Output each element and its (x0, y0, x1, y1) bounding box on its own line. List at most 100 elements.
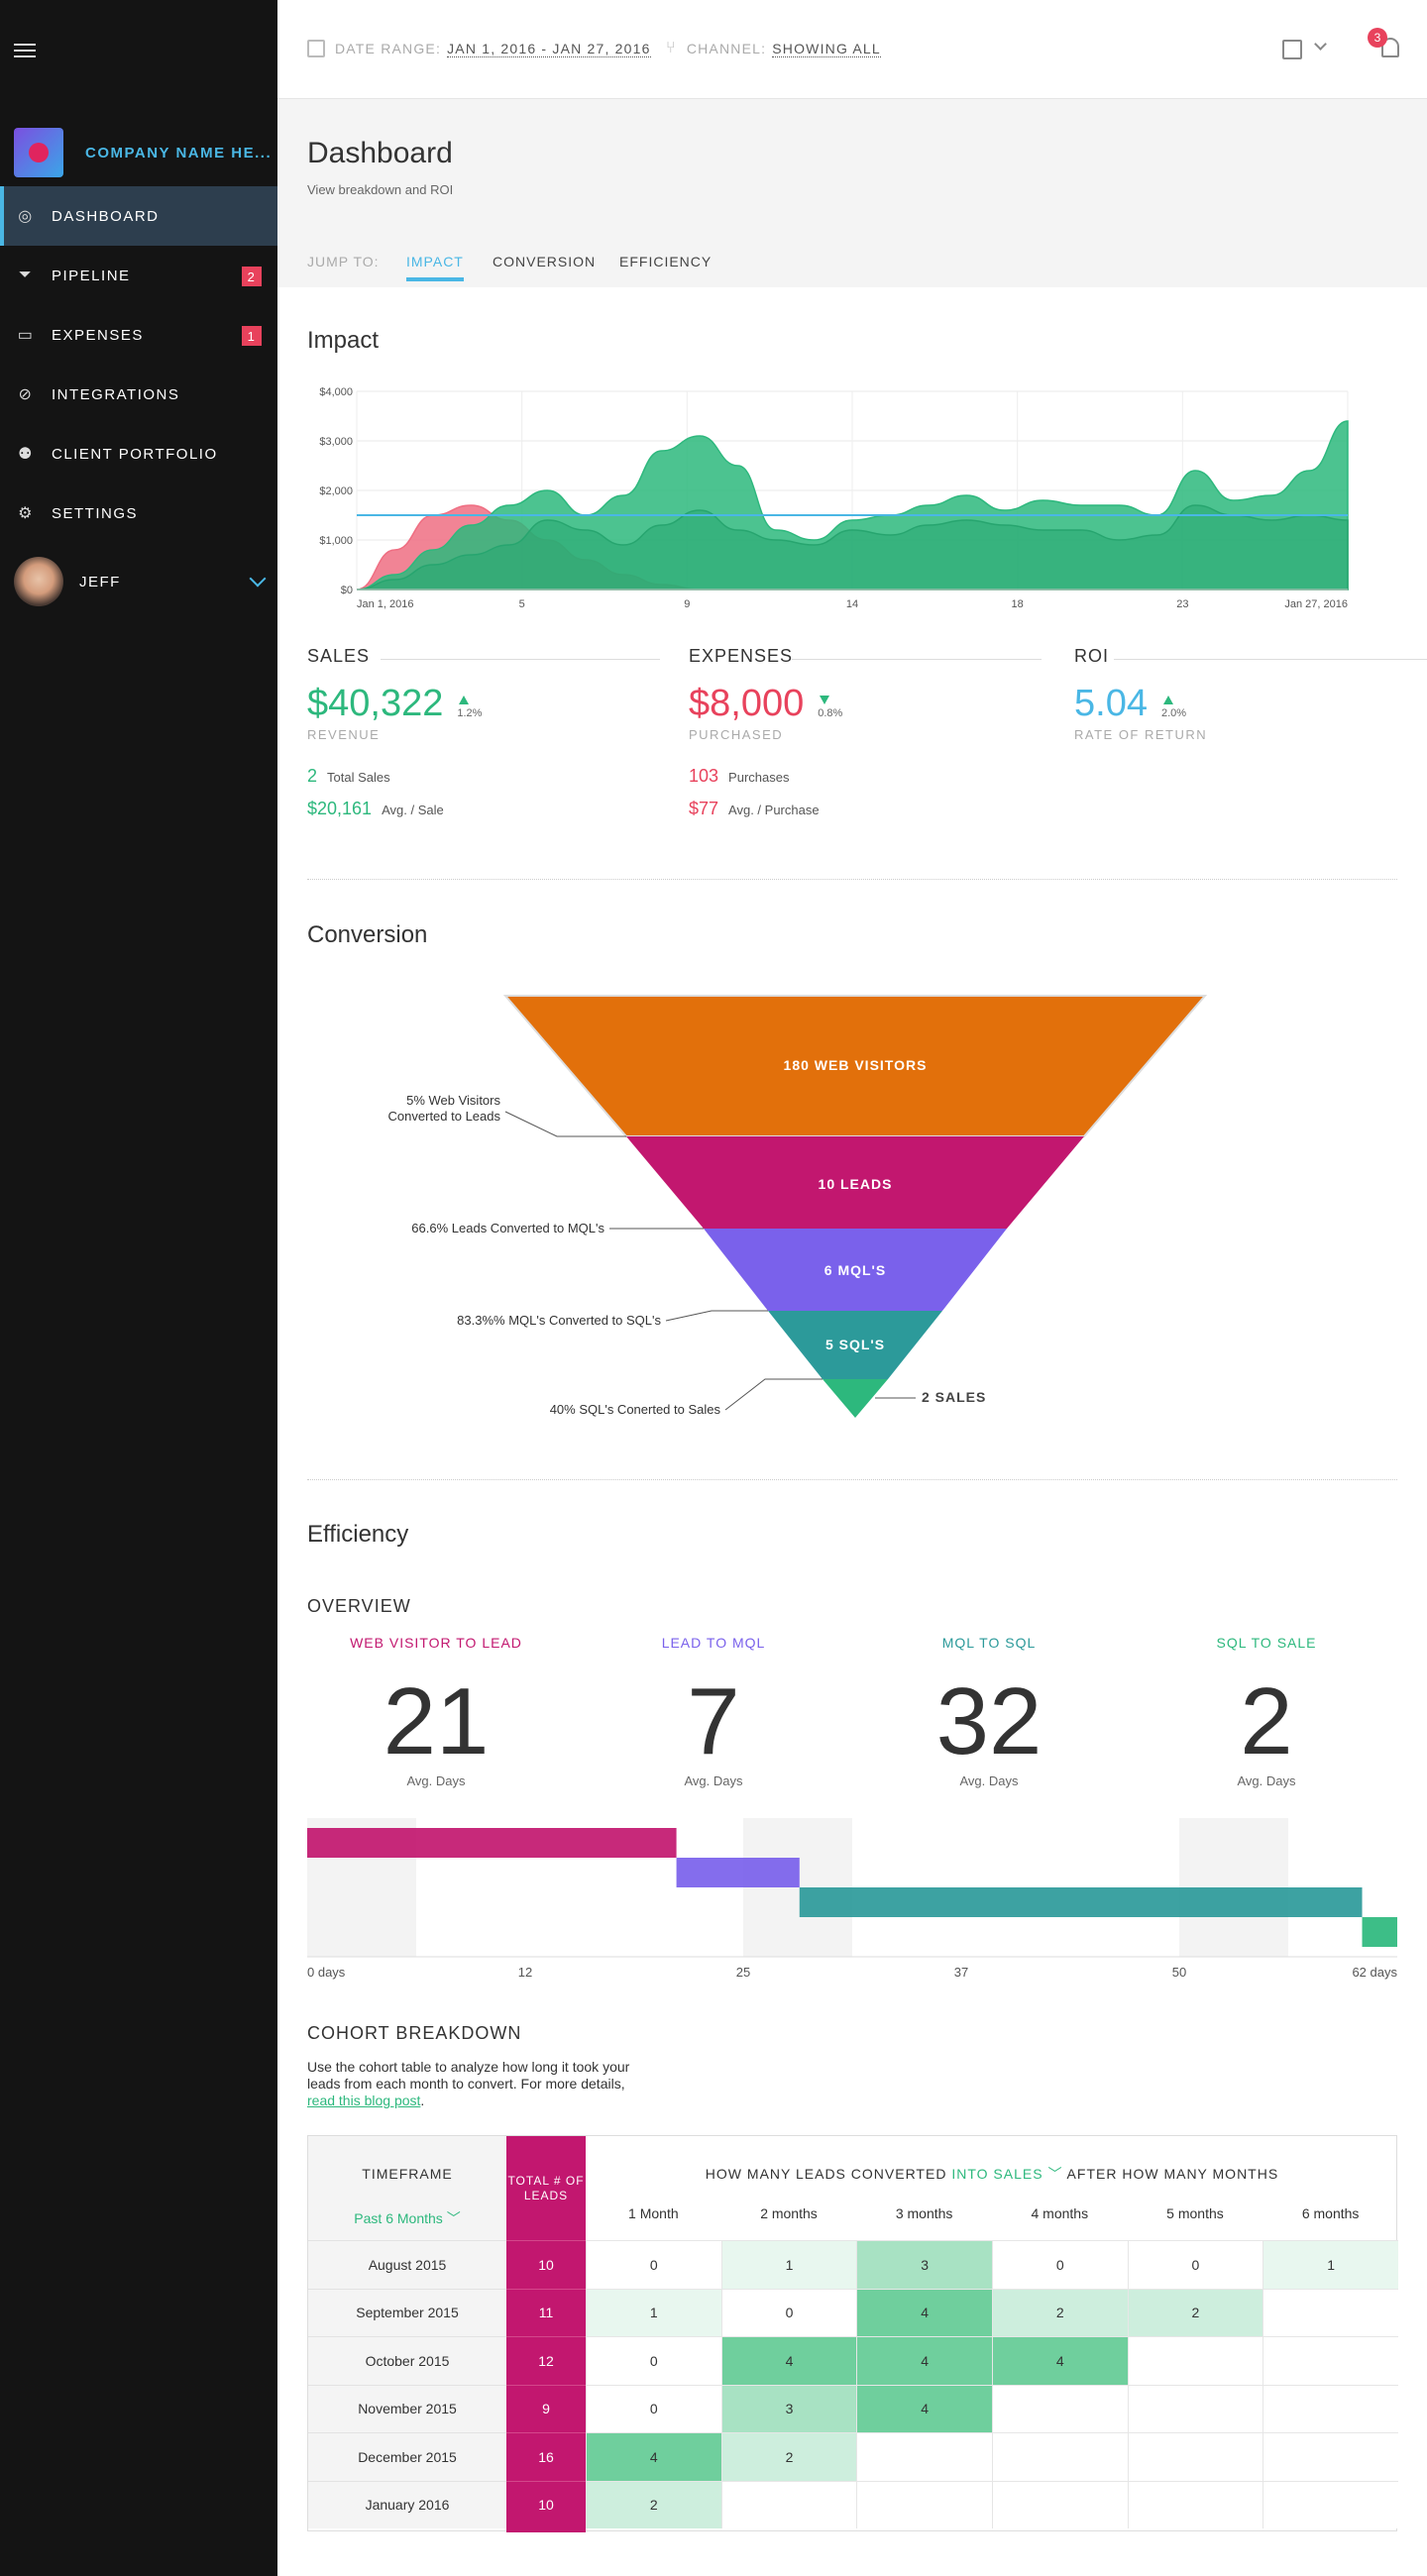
cohort-cell: 2 (991, 2288, 1128, 2336)
date-range-value[interactable]: JAN 1, 2016 - JAN 27, 2016 (447, 40, 651, 57)
sidebar-item-client-portfolio[interactable]: ⚉ CLIENT PORTFOLIO (0, 424, 277, 483)
channel-value[interactable]: SHOWING ALL (772, 40, 881, 57)
timeframe-select[interactable]: Past 6 Months ﹀ (308, 2208, 506, 2228)
cohort-cell: 3 (856, 2240, 992, 2289)
channel-filter[interactable]: ⑂ CHANNEL: SHOWING ALL (666, 40, 881, 57)
cohort-cell: 4 (856, 2336, 992, 2385)
month-column-header: 4 months (1031, 2205, 1089, 2221)
month-column-header: 6 months (1301, 2205, 1360, 2221)
stat-label: MQL TO SQL (941, 1635, 1037, 1651)
cohort-cell (991, 2480, 1128, 2528)
stat-mql-to-sql: MQL TO SQL 32 Avg. Days (890, 1635, 1088, 1788)
expenses-avg: $77 (689, 799, 719, 818)
cohort-cell: 0 (586, 2336, 721, 2385)
hamburger-menu-icon[interactable] (14, 44, 36, 57)
cohort-cell: 0 (586, 2240, 721, 2289)
tab-conversion[interactable]: CONVERSION (493, 254, 597, 269)
timeline-tick: 62 days (1352, 1965, 1397, 1980)
annotation-mql-sql: 83.3%% MQL's Converted to SQL's (457, 1313, 661, 1328)
cohort-row-total: 9 (506, 2384, 586, 2433)
cohort-cell (856, 2480, 992, 2528)
stat-sub: Avg. Days (1237, 1773, 1296, 1788)
save-icon[interactable] (1282, 40, 1302, 59)
channel-icon: ⑂ (666, 40, 677, 56)
cohort-cell: 2 (586, 2480, 721, 2528)
cohort-desc-text: Use the cohort table to analyze how long… (307, 2059, 630, 2092)
cohort-cell (991, 2384, 1128, 2432)
card-icon: ▭ (17, 327, 35, 344)
topbar: DATE RANGE: JAN 1, 2016 - JAN 27, 2016 ⑂… (277, 0, 1427, 99)
cohort-cell: 0 (991, 2240, 1128, 2289)
area-series-secondary (356, 504, 1349, 590)
expenses-count-label: Purchases (728, 770, 790, 785)
sidebar-item-integrations[interactable]: ⊘ INTEGRATIONS (0, 365, 277, 424)
timeframe-label: TIMEFRAME (362, 2166, 453, 2182)
company-switcher[interactable]: COMPANY NAME HE... (14, 127, 272, 178)
timeline-tick: 25 (736, 1965, 750, 1980)
blog-post-link[interactable]: read this blog post (307, 2093, 421, 2108)
conversion-type-select[interactable]: INTO SALES ﹀ (951, 2166, 1062, 2182)
total-leads-header: TOTAL # OF LEADS (507, 2174, 585, 2202)
sales-rule (381, 659, 660, 660)
cohort-cell: 4 (856, 2384, 992, 2432)
funnel-label-visitors: 180 WEB VISITORS (784, 1057, 928, 1073)
cohort-cell: 1 (1262, 2240, 1398, 2289)
efficiency-title: Efficiency (307, 1521, 409, 1548)
arrow-down-icon (820, 696, 830, 704)
cohort-cell (856, 2432, 992, 2481)
conversion-header: HOW MANY LEADS CONVERTED INTO SALES ﹀ AF… (586, 2164, 1398, 2184)
sales-metric: SALES $40,322 1.2% REVENUE 2 Total Sales … (307, 646, 660, 819)
funnel-label-sqls: 5 SQL'S (825, 1337, 885, 1352)
cohort-row-label: August 2015 (308, 2240, 506, 2289)
company-logo (14, 128, 63, 177)
sidebar-item-pipeline[interactable]: ⏷ PIPELINE 2 (0, 246, 277, 305)
page-subtitle: View breakdown and ROI (307, 182, 454, 197)
annotation-leads-mql: 66.6% Leads Converted to MQL's (411, 1221, 604, 1235)
stat-lead-to-mql: LEAD TO MQL 7 Avg. Days (614, 1635, 813, 1788)
cohort-description: Use the cohort table to analyze how long… (307, 2059, 634, 2109)
cohort-row-total: 10 (506, 2240, 586, 2289)
sidebar-item-dashboard[interactable]: ◎ DASHBOARD (0, 186, 277, 246)
sidebar-item-label: CLIENT PORTFOLIO (52, 445, 218, 463)
funnel-label-mqls: 6 MQL'S (824, 1262, 886, 1278)
funnel-stage-leads (626, 1136, 1084, 1229)
expenses-label: EXPENSES (689, 646, 794, 666)
y-tick-label: $2,000 (319, 485, 353, 497)
sales-count-label: Total Sales (327, 770, 390, 785)
sales-avg-label: Avg. / Sale (382, 803, 444, 817)
sidebar-item-label: PIPELINE (52, 267, 131, 284)
arrow-up-icon (459, 696, 470, 704)
sales-count: 2 (307, 766, 318, 786)
company-name: COMPANY NAME HE... (85, 144, 273, 161)
cohort-cell: 3 (720, 2384, 857, 2432)
cohort-cell: 1 (720, 2240, 857, 2289)
funnel-stage-sales (823, 1379, 888, 1418)
cohort-title: COHORT BREAKDOWN (307, 2023, 522, 2043)
timeline-bar-2 (799, 1887, 1363, 1917)
cohort-row-total: 11 (506, 2288, 586, 2337)
notification-badge: 3 (1368, 28, 1387, 48)
chevron-down-icon[interactable] (1314, 38, 1327, 51)
date-range-filter[interactable]: DATE RANGE: JAN 1, 2016 - JAN 27, 2016 (307, 40, 651, 57)
timeline-tick: 0 days (307, 1965, 346, 1980)
tab-efficiency[interactable]: EFFICIENCY (619, 254, 713, 269)
sidebar-item-settings[interactable]: ⚙ SETTINGS (0, 483, 277, 543)
timeframe-header: TIMEFRAME Past 6 Months ﹀ (308, 2136, 506, 2240)
y-tick-label: $4,000 (319, 386, 353, 398)
cohort-row-label: January 2016 (308, 2480, 506, 2528)
stat-visitor-to-lead: WEB VISITOR TO LEAD 21 Avg. Days (337, 1635, 535, 1788)
cohort-row-label: December 2015 (308, 2432, 506, 2481)
bell-icon[interactable] (1381, 38, 1399, 57)
overview-title: OVERVIEW (307, 1596, 411, 1616)
cohort-cell: 1 (586, 2288, 721, 2336)
sales-value: $40,322 (307, 683, 444, 724)
timeline-bar-1 (676, 1858, 800, 1887)
tab-impact[interactable]: IMPACT (406, 254, 464, 281)
cohort-cell: 4 (856, 2288, 992, 2336)
sidebar-item-expenses[interactable]: ▭ EXPENSES 1 (0, 305, 277, 365)
chevron-down-icon: ﹀ (1047, 2166, 1063, 2182)
cohort-desc-period: . (420, 2093, 425, 2108)
roi-value: 5.04 (1074, 683, 1148, 724)
user-menu[interactable]: JEFF (14, 557, 267, 606)
y-tick-label: $1,000 (319, 535, 353, 547)
